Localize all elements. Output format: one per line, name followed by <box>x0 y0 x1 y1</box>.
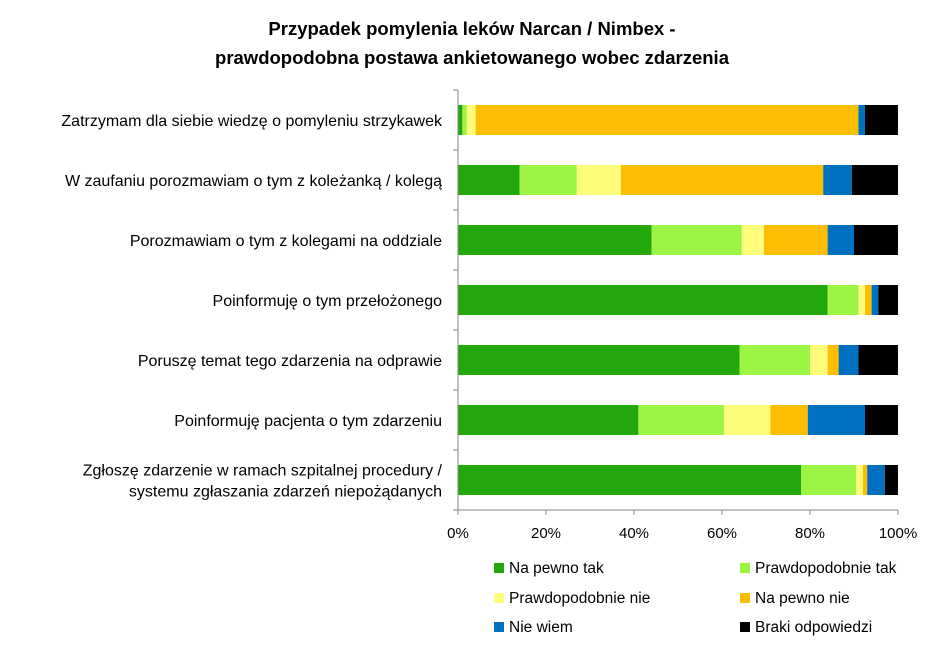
bar-segment-3-3 <box>741 225 764 255</box>
x-tick-label-3: 40% <box>619 525 649 542</box>
legend-label-6: Braki odpowiedzi <box>755 619 872 636</box>
bar-segment-7-5 <box>867 465 885 495</box>
bar-segment-6-5 <box>807 405 865 435</box>
legend-label-5: Nie wiem <box>509 619 573 636</box>
bar-segment-6-3 <box>724 405 771 435</box>
bar-segment-4-6 <box>878 285 898 315</box>
category-label-5: Poruszę temat tego zdarzenia na odprawie <box>138 353 442 370</box>
bar-segment-1-2 <box>462 105 467 135</box>
bar-segment-5-2 <box>739 345 810 375</box>
bar-segment-2-1 <box>458 165 520 195</box>
category-label-6: Poinformuję pacjenta o tym zdarzeniu <box>174 413 442 430</box>
category-label-7-line-1: Zgłoszę zdarzenie w ramach szpitalnej pr… <box>83 463 443 480</box>
bar-segment-5-4 <box>827 345 839 375</box>
bar-segment-4-3 <box>858 285 865 315</box>
legend-label-3: Prawdopodobnie nie <box>509 590 650 607</box>
bar-segment-4-1 <box>458 285 828 315</box>
category-label-3: Porozmawiam o tym z kolegami na oddziale <box>130 233 442 250</box>
category-label-1: Zatrzymam dla siebie wiedzę o pomyleniu … <box>61 113 443 130</box>
bar-segment-2-6 <box>851 165 898 195</box>
bar-segment-1-4 <box>475 105 859 135</box>
bar-segment-2-4 <box>620 165 824 195</box>
legend-swatch-4 <box>740 593 750 603</box>
legend-swatch-1 <box>494 563 504 573</box>
bar-segment-5-3 <box>810 345 828 375</box>
axes-group: Zatrzymam dla siebie wiedzę o pomyleniu … <box>61 89 917 542</box>
bar-segment-1-6 <box>865 105 898 135</box>
legend-label-1: Na pewno tak <box>509 560 604 577</box>
category-label-7-line-2: systemu zgłaszania zdarzeń niepożądanych <box>129 484 442 501</box>
bar-segment-7-3 <box>856 465 863 495</box>
x-tick-label-4: 60% <box>707 525 737 542</box>
bar-segment-7-2 <box>801 465 857 495</box>
x-tick-label-1: 0% <box>447 525 469 542</box>
bar-segment-4-2 <box>827 285 859 315</box>
bar-segment-6-1 <box>458 405 639 435</box>
category-label-4: Poinformuję o tym przełożonego <box>213 293 443 310</box>
bar-segment-7-6 <box>884 465 898 495</box>
bar-segment-3-4 <box>763 225 828 255</box>
bar-segment-3-1 <box>458 225 652 255</box>
x-tick-label-6: 100% <box>879 525 917 542</box>
bar-segment-6-4 <box>770 405 808 435</box>
bar-segment-3-6 <box>854 225 898 255</box>
category-label-2: W zaufaniu porozmawiam o tym z koleżanką… <box>65 173 442 190</box>
legend-label-2: Prawdopodobnie tak <box>755 560 897 577</box>
chart-subtitle: prawdopodobna postawa ankietowanego wobe… <box>215 47 730 68</box>
legend: Na pewno tak Prawdopodobnie tak Prawdopodo… <box>494 560 897 636</box>
bar-segment-4-5 <box>871 285 879 315</box>
x-tick-label-2: 20% <box>531 525 561 542</box>
bar-segment-6-6 <box>865 405 898 435</box>
bar-segment-7-4 <box>862 465 868 495</box>
bar-segment-1-5 <box>858 105 865 135</box>
bar-segment-2-2 <box>519 165 577 195</box>
x-tick-label-5: 80% <box>795 525 825 542</box>
legend-swatch-2 <box>740 563 750 573</box>
bar-segment-4-4 <box>865 285 872 315</box>
bar-segment-5-6 <box>858 345 898 375</box>
bar-segment-5-5 <box>838 345 859 375</box>
bar-segment-6-2 <box>638 405 725 435</box>
bar-segment-1-1 <box>458 105 463 135</box>
bar-segment-3-2 <box>651 225 742 255</box>
legend-swatch-6 <box>740 622 750 632</box>
bar-segment-5-1 <box>458 345 740 375</box>
bar-segment-7-1 <box>458 465 802 495</box>
bars-group <box>458 105 898 495</box>
bar-segment-2-5 <box>823 165 852 195</box>
chart-title: Przypadek pomylenia leków Narcan / Nimbe… <box>268 18 675 39</box>
bar-segment-1-3 <box>466 105 476 135</box>
legend-label-4: Na pewno nie <box>755 590 850 607</box>
bar-segment-3-5 <box>827 225 854 255</box>
legend-swatch-5 <box>494 622 504 632</box>
legend-swatch-3 <box>494 593 504 603</box>
bar-segment-2-3 <box>576 165 621 195</box>
